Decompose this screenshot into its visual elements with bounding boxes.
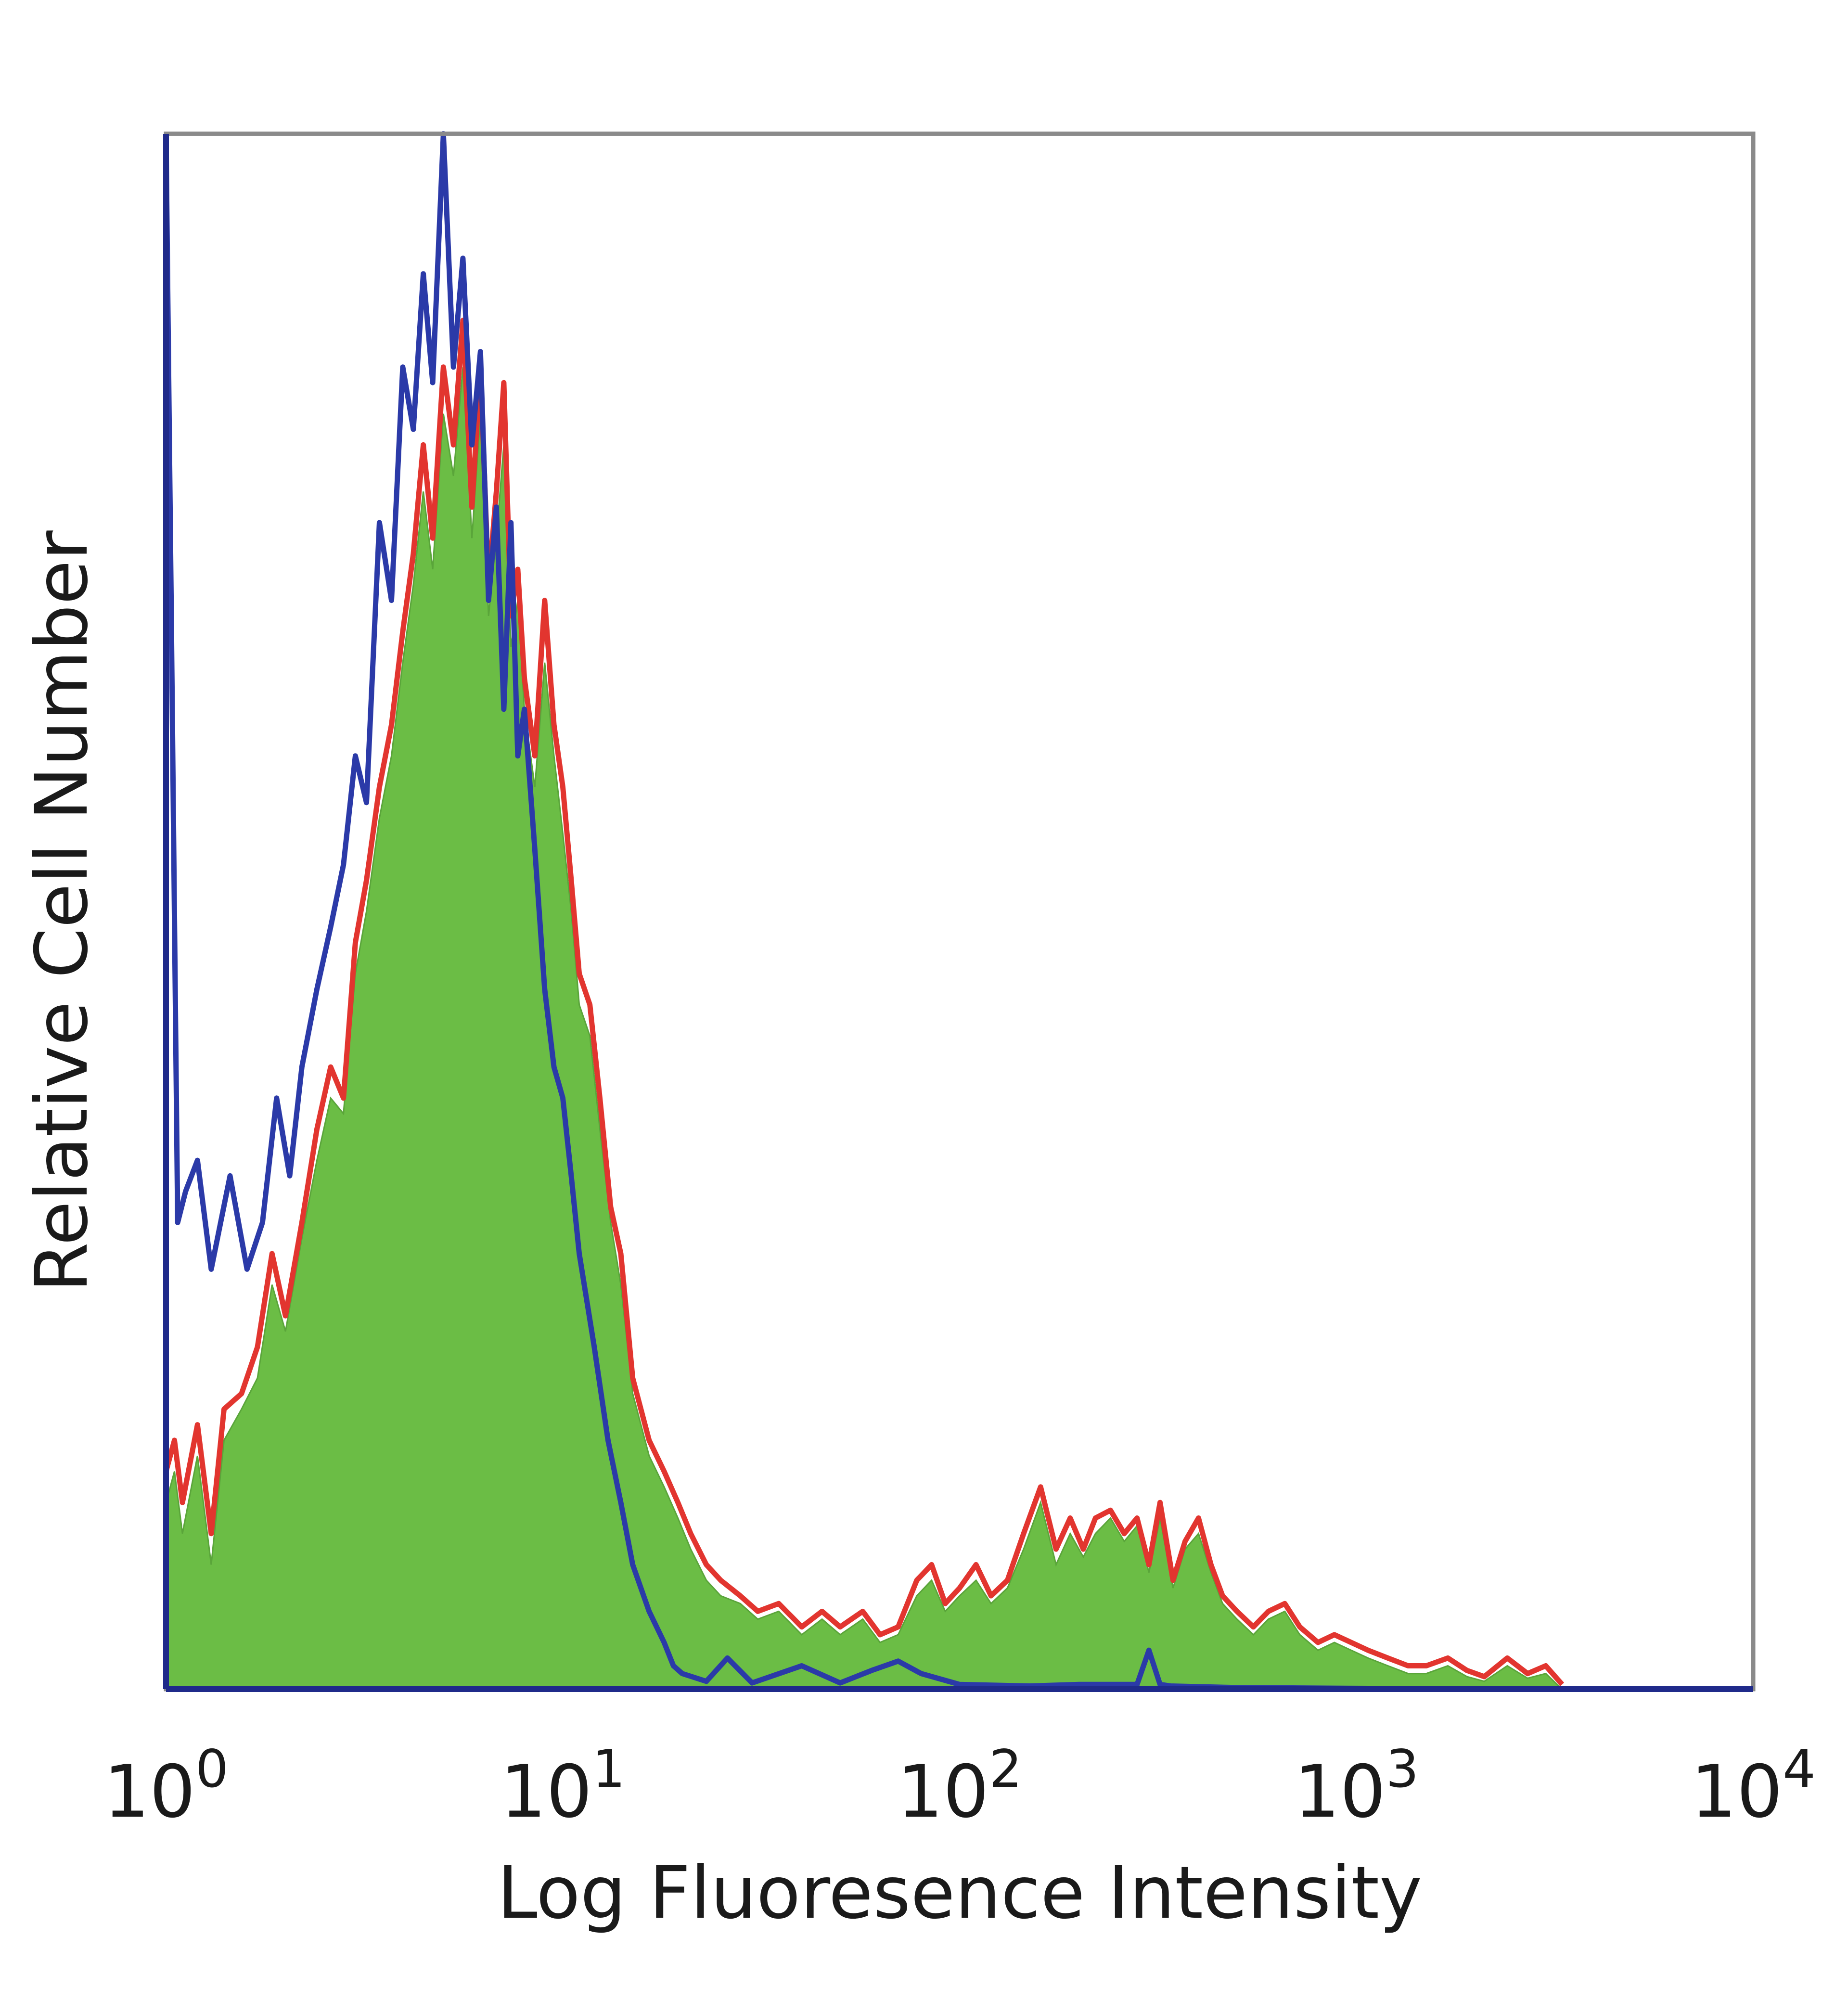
line-histogram-1 — [163, 318, 1565, 1686]
x-tick-base: 10 — [1294, 1750, 1386, 1834]
x-tick-base: 10 — [103, 1750, 195, 1834]
line-histogram-0 — [163, 131, 1753, 1692]
x-tick-label-0: 100 — [103, 1739, 229, 1834]
x-tick-label-3: 103 — [1294, 1739, 1419, 1834]
x-axis-label: Log Fluoresence Intensity — [497, 1851, 1422, 1935]
series-layer — [163, 131, 1753, 1692]
x-tick-label-1: 101 — [500, 1739, 626, 1834]
x-tick-base: 10 — [500, 1750, 592, 1834]
x-tick-base: 10 — [897, 1750, 989, 1834]
x-tick-label-4: 104 — [1691, 1739, 1816, 1834]
x-tick-exponent: 4 — [1783, 1739, 1816, 1799]
x-tick-exponent: 2 — [989, 1739, 1022, 1799]
x-tick-exponent: 3 — [1386, 1739, 1419, 1799]
y-axis-label: Relative Cell Number — [20, 530, 104, 1293]
x-tick-base: 10 — [1691, 1750, 1783, 1834]
x-tick-label-2: 102 — [897, 1739, 1022, 1834]
x-tick-labels: 100 101 102 103 104 — [103, 1739, 1816, 1834]
x-tick-exponent: 0 — [195, 1739, 229, 1799]
x-tick-exponent: 1 — [592, 1739, 626, 1799]
